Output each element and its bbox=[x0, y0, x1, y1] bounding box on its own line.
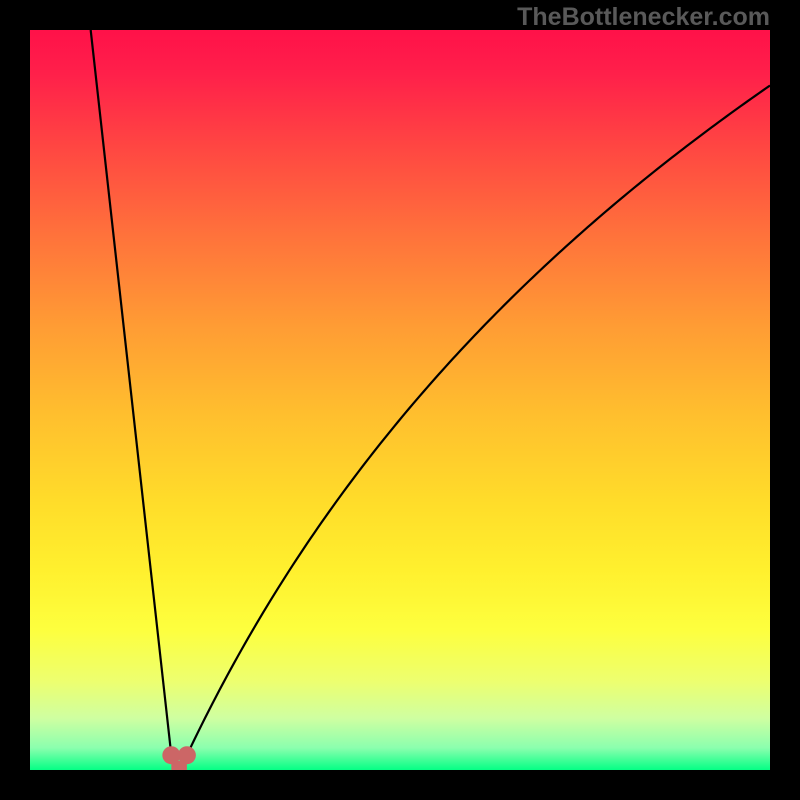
plot-area bbox=[30, 30, 770, 770]
curve-right-branch bbox=[187, 86, 770, 756]
watermark-text: TheBottlenecker.com bbox=[517, 3, 770, 32]
marker-right bbox=[178, 746, 196, 764]
curve-left-branch bbox=[91, 30, 172, 755]
marker-left bbox=[162, 746, 180, 764]
chart-container: TheBottlenecker.com bbox=[0, 0, 800, 800]
curve-layer bbox=[30, 30, 770, 770]
